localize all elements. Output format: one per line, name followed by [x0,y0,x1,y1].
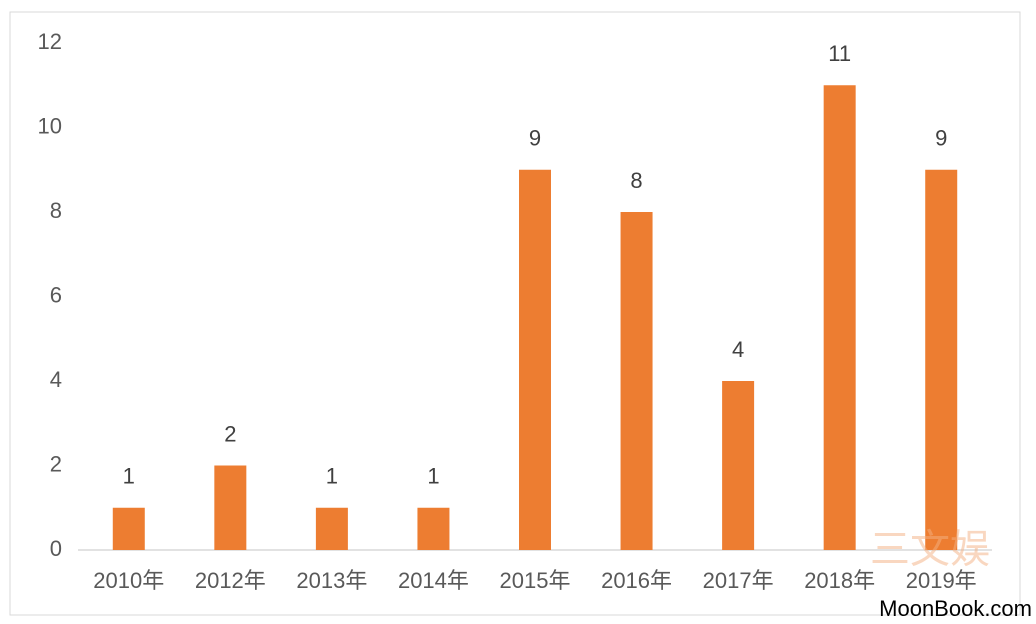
x-tick-label: 2015年 [500,568,571,593]
chart-frame [9,11,1021,616]
y-tick-label: 0 [50,536,62,561]
y-tick-label: 8 [50,198,62,223]
bar [722,381,755,550]
value-label: 1 [123,464,135,489]
value-label: 1 [427,464,439,489]
value-label: 4 [732,337,744,362]
x-tick-label: 2014年 [398,568,469,593]
bar [112,507,145,550]
watermark: 三文娱 [870,528,990,572]
x-tick-label: 2016年 [601,568,672,593]
y-tick-label: 6 [50,282,62,307]
bar [315,507,348,550]
value-label: 1 [326,464,338,489]
y-tick-label: 10 [38,113,62,138]
watermark: MoonBook.com [879,596,1032,621]
value-label: 9 [529,126,541,151]
bar [417,507,450,550]
x-tick-label: 2013年 [296,568,367,593]
bar [519,169,551,550]
y-tick-label: 4 [50,367,62,392]
bar [214,465,247,550]
bar [925,169,958,550]
value-label: 9 [935,126,947,151]
x-tick-label: 2019年 [906,568,977,593]
y-tick-label: 12 [38,29,62,54]
bar [620,212,653,550]
y-tick-label: 2 [50,451,62,476]
value-label: 8 [630,168,642,193]
value-label: 2 [224,421,236,446]
value-label: 11 [828,41,851,66]
x-tick-label: 2012年 [195,568,266,593]
bar [823,85,856,550]
x-tick-label: 2018年 [804,568,875,593]
x-tick-label: 2010年 [93,568,164,593]
x-tick-label: 2017年 [703,568,774,593]
